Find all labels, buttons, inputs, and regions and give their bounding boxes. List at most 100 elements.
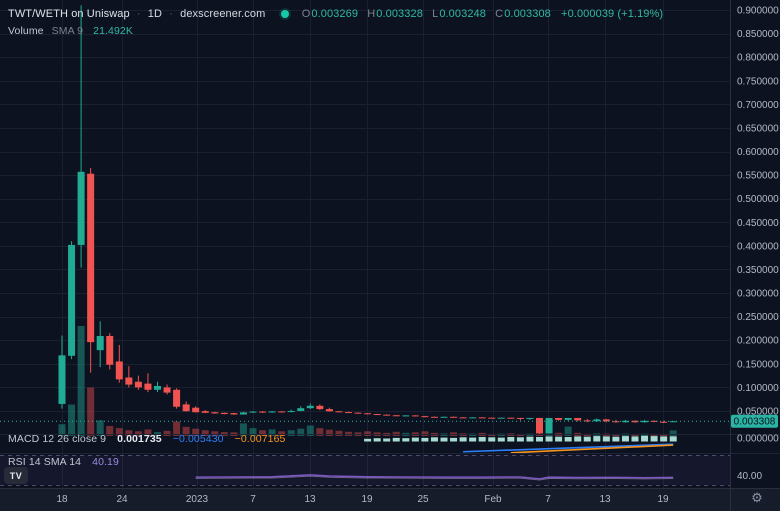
macd-histogram-bar — [593, 436, 601, 442]
candle-body — [278, 411, 286, 413]
macd-hist-value: 0.001735 — [117, 433, 162, 445]
volume-bar — [87, 387, 95, 436]
axis-settings-gear-icon[interactable]: ⚙ — [751, 490, 763, 505]
price-axis-label: 0.150000 — [737, 359, 779, 370]
volume-bar — [564, 426, 572, 436]
time-axis-label[interactable]: 7 — [545, 494, 551, 505]
candle-body — [411, 415, 419, 417]
candle-body — [173, 389, 181, 407]
time-axis-label[interactable]: 2023 — [186, 494, 209, 505]
tradingview-logo[interactable]: TV — [4, 467, 28, 484]
time-axis-label[interactable]: 7 — [250, 494, 256, 505]
macd-histogram-bar — [392, 437, 400, 442]
pair-title[interactable]: TWT/WETH on Uniswap — [8, 8, 130, 20]
candle-body — [545, 417, 553, 433]
volume-bar — [392, 431, 400, 436]
macd-histogram-bar — [516, 437, 524, 442]
macd-histogram-bar — [660, 436, 668, 442]
candle-body — [536, 417, 543, 433]
rsi-legend[interactable]: RSI 14 SMA 14 40.19 — [8, 456, 119, 468]
macd-histogram-bar — [612, 436, 620, 442]
volume-bar — [287, 430, 295, 436]
macd-histogram-bar — [402, 438, 410, 442]
price-axis-label: 0.700000 — [737, 100, 779, 111]
volume-bar — [125, 430, 133, 436]
macd-histogram-bar — [421, 437, 429, 442]
candle-body — [488, 417, 496, 419]
price-axis-label: 0.350000 — [737, 265, 779, 276]
time-axis-label[interactable]: 13 — [599, 494, 611, 505]
low-label: L — [432, 8, 439, 20]
macd-histogram-bar — [526, 436, 534, 442]
candle-body — [402, 415, 410, 417]
time-axis-label[interactable]: 25 — [417, 494, 429, 505]
symbol-legend[interactable]: TWT/WETH on Uniswap · 1D · dexscreener.c… — [8, 8, 663, 20]
price-axis-label: 0.550000 — [737, 171, 779, 182]
candle-body — [345, 412, 352, 414]
candle-body — [316, 405, 324, 410]
change-value: +0.000039 (+1.19%) — [561, 8, 664, 20]
candle-body — [287, 411, 295, 413]
live-status-dot-icon — [280, 10, 289, 19]
low-value: 0.003248 — [439, 8, 486, 20]
price-axis-label: 0.900000 — [737, 6, 779, 17]
candle-body — [77, 171, 85, 245]
candle-body — [182, 404, 190, 412]
high-label: H — [367, 8, 376, 20]
candle-body — [469, 417, 477, 419]
price-axis-label: 0.850000 — [737, 29, 779, 40]
macd-histogram-bar — [545, 436, 553, 442]
candle-body — [259, 411, 267, 413]
price-axis-label: 0.400000 — [737, 241, 779, 252]
interval-label[interactable]: 1D — [147, 8, 163, 20]
volume-bar — [239, 423, 247, 436]
price-axis-label: 0.300000 — [737, 289, 779, 300]
open-value: 0.003269 — [311, 8, 359, 20]
candle-body — [478, 417, 486, 419]
candle-body — [230, 413, 238, 415]
open-label: O — [301, 8, 311, 20]
candle-body — [564, 417, 572, 420]
volume-bar — [115, 428, 123, 436]
macd-histogram-bar — [383, 438, 391, 442]
legend-separator: · — [136, 8, 141, 20]
volume-legend[interactable]: Volume SMA 9 21.492K — [8, 25, 133, 37]
macd-signal-line — [510, 444, 674, 454]
time-axis-label[interactable]: 18 — [56, 494, 68, 505]
time-axis-label[interactable]: 19 — [657, 494, 669, 505]
time-axis-label[interactable]: 13 — [304, 494, 316, 505]
volume-label: Volume — [8, 25, 44, 37]
candle-body — [154, 385, 161, 390]
volume-bar — [306, 425, 314, 436]
macd-histogram-bar — [478, 437, 486, 442]
time-axis-label[interactable]: 24 — [116, 494, 128, 505]
candle-body — [96, 335, 104, 351]
candle-body — [325, 409, 333, 412]
candle-body — [631, 420, 639, 423]
time-axis-label[interactable]: 19 — [361, 494, 373, 505]
time-axis-label[interactable]: Feb — [484, 494, 502, 505]
candle-body — [583, 420, 591, 422]
candle-body — [115, 361, 123, 380]
source-label: dexscreener.com — [180, 8, 266, 20]
price-axis-label: 0.250000 — [737, 312, 779, 323]
macd-histogram-bar — [459, 437, 467, 442]
time-axis-strip[interactable] — [0, 488, 780, 511]
volume-bar — [58, 424, 66, 436]
volume-bar — [316, 428, 324, 436]
volume-bar — [268, 429, 276, 436]
candle-body — [602, 419, 610, 422]
candle-body — [660, 421, 668, 423]
volume-bar — [163, 430, 171, 436]
macd-histogram-bar — [641, 435, 649, 442]
macd-legend[interactable]: MACD 12 26 close 9 0.001735 −0.005430 −0… — [8, 433, 285, 445]
macd-histogram-bar — [488, 437, 496, 442]
macd-histogram-bar — [669, 436, 677, 442]
high-value: 0.003328 — [376, 8, 423, 20]
candle-body — [144, 383, 152, 390]
macd-signal-value: −0.007165 — [234, 433, 286, 445]
candle-body — [87, 173, 95, 343]
